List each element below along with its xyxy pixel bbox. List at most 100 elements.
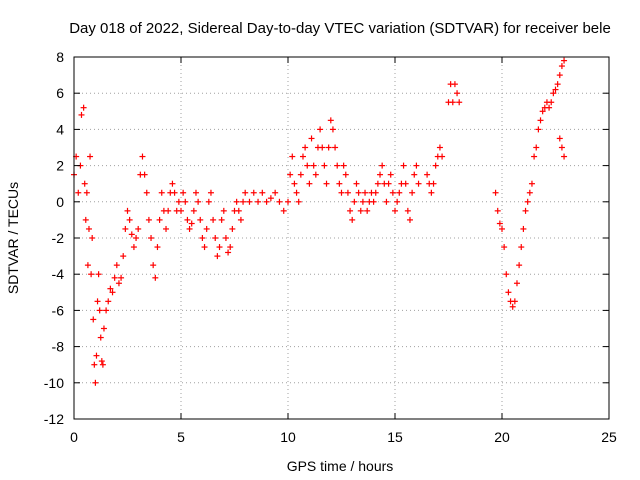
data-point (338, 189, 345, 196)
data-point (287, 171, 294, 178)
data-point (145, 216, 152, 223)
data-point (533, 144, 540, 151)
x-tick-label: 0 (70, 429, 78, 445)
data-point (528, 180, 535, 187)
data-point (222, 235, 229, 241)
data-point (321, 162, 328, 169)
data-point (120, 253, 127, 260)
data-point (97, 334, 104, 341)
data-point (325, 144, 332, 151)
data-point (107, 285, 114, 292)
data-point (229, 225, 236, 232)
data-point (372, 189, 379, 196)
data-point (178, 207, 184, 214)
x-tick-label: 5 (177, 429, 185, 445)
data-point (227, 244, 234, 251)
data-point (522, 207, 529, 214)
data-point (171, 189, 178, 196)
y-tick-label: -4 (52, 266, 65, 282)
data-point (436, 144, 443, 151)
data-point (415, 180, 422, 187)
data-point (402, 180, 409, 187)
data-point (428, 189, 435, 196)
data-point (340, 162, 347, 169)
data-point (385, 180, 392, 187)
data-point (501, 244, 508, 251)
data-point (195, 198, 202, 205)
data-point (513, 280, 520, 287)
data-point (537, 117, 544, 124)
data-point (233, 198, 240, 205)
y-tick-label: 4 (56, 121, 64, 137)
data-point (546, 104, 553, 111)
y-tick-label: -6 (52, 302, 65, 318)
data-point (531, 153, 538, 160)
y-tick-label: 6 (56, 85, 64, 101)
data-point (94, 298, 101, 305)
data-point (439, 153, 446, 160)
data-point (394, 198, 401, 205)
data-point (165, 207, 172, 214)
data-point (362, 189, 369, 196)
data-point (558, 144, 565, 151)
data-point (267, 195, 274, 202)
data-point (81, 180, 88, 187)
data-point (89, 235, 96, 241)
data-point (355, 189, 362, 196)
data-point (237, 216, 244, 223)
data-point (550, 90, 557, 97)
data-point (505, 289, 512, 296)
data-point (494, 207, 501, 214)
data-point (103, 307, 110, 314)
data-point (218, 216, 225, 223)
data-point (317, 126, 324, 133)
data-point (192, 189, 199, 196)
y-axis-label: SDTVAR / TECUs (5, 182, 21, 294)
data-point (456, 99, 463, 106)
data-point (411, 171, 418, 178)
data-point (169, 180, 176, 187)
data-point (509, 303, 516, 310)
data-point (95, 271, 102, 278)
data-point (535, 126, 542, 133)
gridlines (74, 57, 609, 419)
data-point (255, 198, 262, 205)
data-point (280, 207, 287, 214)
data-point (496, 220, 503, 227)
data-point (111, 274, 118, 281)
data-point (115, 280, 122, 287)
data-point (188, 220, 195, 227)
data-point (276, 198, 283, 205)
data-point (308, 135, 315, 142)
data-point (347, 207, 354, 214)
data-point (246, 198, 253, 205)
data-point (85, 225, 92, 232)
data-point (214, 253, 221, 260)
data-point (297, 171, 304, 178)
data-point (357, 207, 364, 214)
data-point (558, 63, 565, 70)
data-point (199, 235, 206, 241)
x-axis-label: GPS time / hours (287, 458, 394, 474)
data-point (216, 244, 223, 251)
data-point (359, 198, 366, 205)
data-point (312, 171, 319, 178)
data-point (351, 198, 358, 205)
data-point (128, 231, 135, 238)
data-point (197, 216, 204, 223)
data-point (430, 180, 437, 187)
data-point (548, 99, 555, 106)
data-point (342, 171, 349, 178)
data-point (289, 153, 296, 160)
data-point (387, 171, 394, 178)
data-point (87, 153, 94, 160)
data-point (158, 189, 165, 196)
data-point (100, 325, 107, 332)
data-point (492, 189, 499, 196)
data-point (235, 207, 242, 214)
data-point (93, 352, 100, 359)
data-point (143, 189, 150, 196)
data-point (205, 198, 212, 205)
data-point (511, 298, 518, 305)
